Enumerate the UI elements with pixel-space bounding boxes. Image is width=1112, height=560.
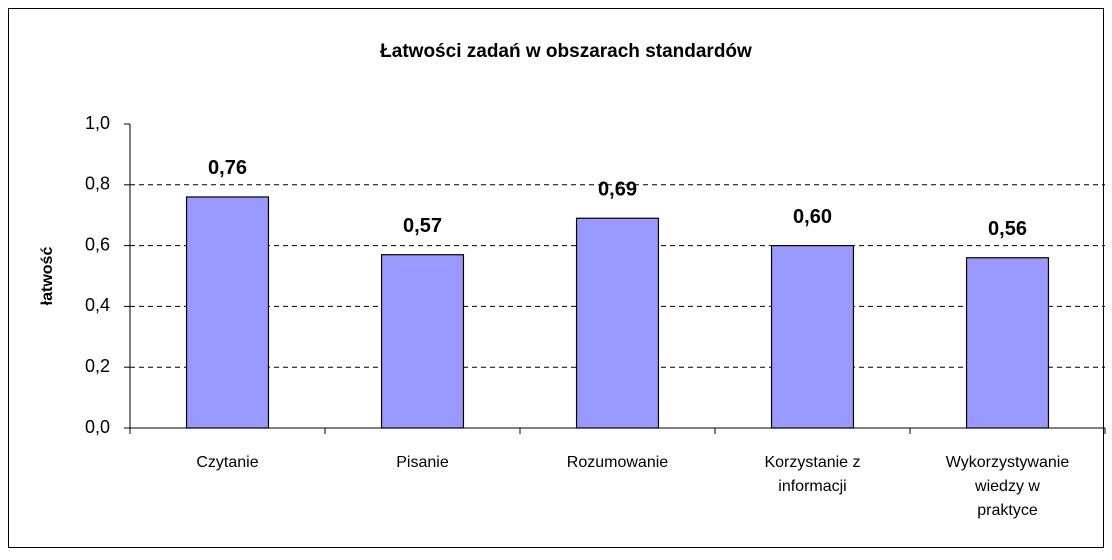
x-tick-label: Korzystanie z informacji xyxy=(764,454,860,495)
x-tick-line: Pisanie xyxy=(396,454,449,471)
x-tick-line: Wykorzystywanie xyxy=(946,454,1070,471)
x-tick-line: Rozumowanie xyxy=(567,454,668,471)
value-label: 0,56 xyxy=(988,218,1027,240)
x-tick-label: Rozumowanie xyxy=(567,454,668,471)
y-tick-label: 0,8 xyxy=(85,174,110,194)
chart-border xyxy=(8,8,1104,548)
bar xyxy=(380,254,465,429)
x-tick-label: Pisanie xyxy=(396,454,449,471)
y-axis-label: łatwość xyxy=(39,247,56,306)
x-tick-label: Wykorzystywanie wiedzy w praktyce xyxy=(946,454,1070,519)
value-label: 0,76 xyxy=(208,157,247,179)
bar xyxy=(185,196,270,429)
bar xyxy=(575,217,660,429)
x-tick-label: Czytanie xyxy=(196,454,258,471)
bar xyxy=(965,257,1050,429)
y-tick-label: 0,0 xyxy=(85,417,110,437)
y-tick-label: 1,0 xyxy=(85,113,110,133)
x-tick-line: Czytanie xyxy=(196,454,258,471)
chart-title: Łatwości zadań w obszarach standardów xyxy=(380,41,752,62)
y-tick-label: 0,4 xyxy=(85,295,110,315)
x-tick-line: informacji xyxy=(778,478,846,495)
value-label: 0,57 xyxy=(403,215,442,237)
y-tick-label: 0,2 xyxy=(85,356,110,376)
x-tick-line: wiedzy w xyxy=(974,478,1040,495)
value-label: 0,69 xyxy=(598,179,637,201)
y-tick-label: 0,6 xyxy=(85,234,110,254)
x-tick-line: praktyce xyxy=(977,502,1038,519)
value-label: 0,60 xyxy=(793,206,832,228)
bar xyxy=(770,245,855,429)
x-tick-line: Korzystanie z xyxy=(764,454,860,471)
